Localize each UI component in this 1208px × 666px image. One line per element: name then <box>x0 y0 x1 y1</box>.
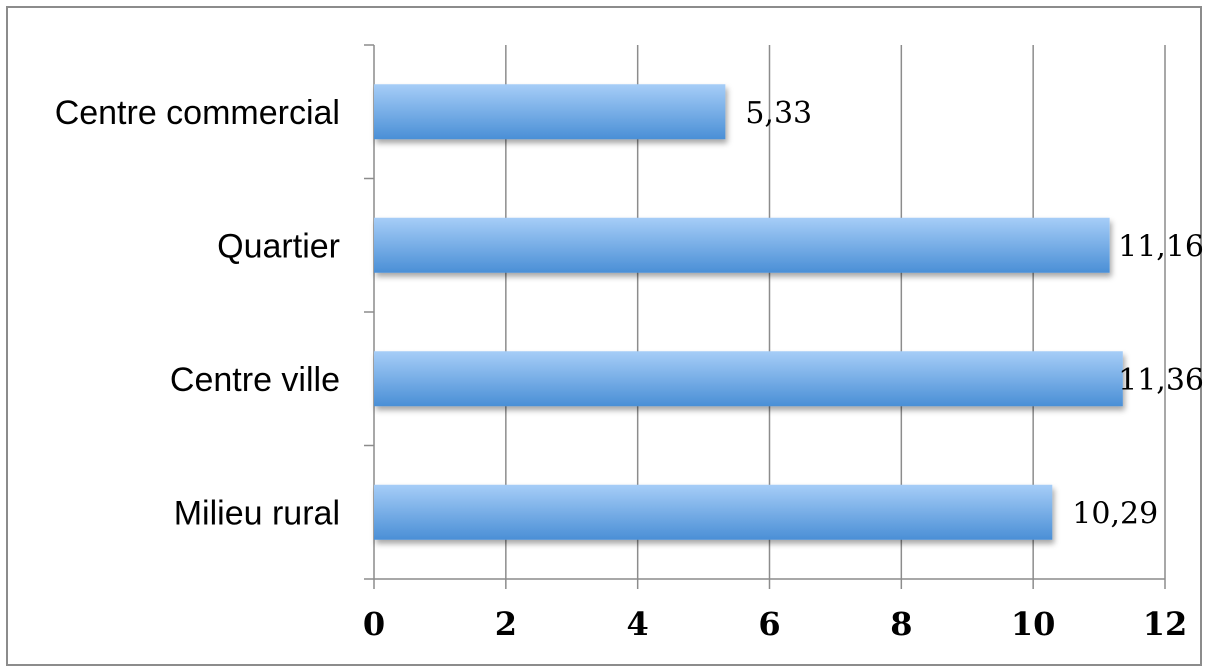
bars <box>374 84 1123 540</box>
x-tick-label: 10 <box>1011 605 1056 643</box>
labels: 0 2 4 6 8 10 12 Centre commercial 5,33 Quartier 11… <box>55 94 1204 643</box>
data-label: 11,36 <box>1118 363 1204 398</box>
bar <box>374 351 1123 407</box>
x-tick-label: 4 <box>627 605 649 643</box>
x-tick-label: 0 <box>363 605 385 643</box>
category-label: Centre commercial <box>55 94 340 132</box>
data-label: 11,16 <box>1118 229 1204 264</box>
bar <box>374 84 726 140</box>
category-label: Centre ville <box>170 361 340 399</box>
x-tick-label: 6 <box>758 605 780 643</box>
category-label: Quartier <box>217 227 340 265</box>
x-tick-label: 12 <box>1143 605 1188 643</box>
data-label: 10,29 <box>1072 496 1158 531</box>
x-tick-label: 8 <box>890 605 912 643</box>
category-label: Milieu rural <box>174 494 340 532</box>
bar <box>374 217 1110 273</box>
x-tick-label: 2 <box>495 605 517 643</box>
data-label: 5,33 <box>745 96 812 131</box>
bar <box>374 484 1053 540</box>
